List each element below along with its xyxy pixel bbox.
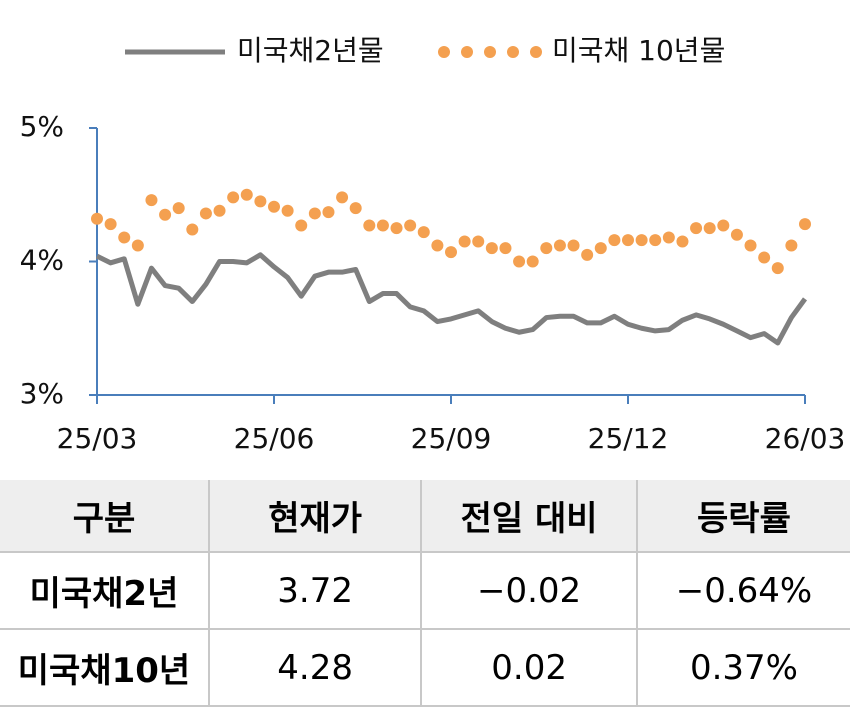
series-dot [690, 222, 703, 235]
series-line [95, 252, 808, 346]
table-cell: 0.37% [635, 628, 850, 707]
series-dot [104, 218, 117, 231]
series-dot [744, 239, 757, 252]
series-dot [186, 223, 199, 236]
series-dot [526, 255, 539, 268]
legend-label: 미국채2년물 [237, 34, 384, 67]
table-cell: 3.72 [207, 551, 422, 629]
series-dot [404, 219, 417, 232]
legend-swatch [507, 46, 519, 58]
series-dot [676, 235, 689, 248]
series-dot [227, 191, 240, 204]
table-cell: −0.64% [635, 551, 850, 629]
series-dot [703, 222, 716, 235]
series-dot [417, 226, 430, 239]
x-tick-label: 26/03 [765, 422, 846, 455]
series-dot [458, 235, 471, 248]
series-dot [145, 194, 158, 207]
x-tick-label: 25/06 [234, 422, 315, 455]
series-dot [581, 248, 594, 261]
series-dot [254, 195, 267, 208]
series-dot [771, 262, 784, 275]
series-dot [159, 208, 172, 221]
y-tick-label: 5% [20, 110, 64, 143]
table-cell: 미국채2년 [0, 551, 209, 629]
series-dot [431, 239, 444, 252]
series-dot [295, 219, 308, 232]
series-dot [635, 234, 648, 247]
series-dot [363, 219, 376, 232]
series-dot [336, 191, 349, 204]
table-row: 미국채2년 3.72 −0.02 −0.64% [0, 551, 850, 629]
series-dot [281, 204, 294, 217]
x-tick-label: 25/09 [411, 422, 492, 455]
series-dot [649, 234, 662, 247]
table-row: 미국채10년 4.28 0.02 0.37% [0, 628, 850, 707]
series-dot [499, 242, 512, 255]
series-dot [213, 204, 226, 217]
series-dot [799, 218, 811, 231]
series-dot [662, 231, 675, 244]
series-dot [594, 242, 607, 255]
series-dot [322, 206, 335, 219]
series-dot [717, 219, 730, 232]
series-dot [472, 235, 485, 248]
legend-label: 미국채 10년물 [552, 34, 725, 67]
series-dot [485, 242, 498, 255]
series-dot [513, 255, 526, 268]
table-cell: −0.02 [420, 551, 637, 629]
series-dot [172, 202, 185, 215]
series-dot [785, 239, 798, 252]
y-tick-label: 3% [20, 377, 64, 410]
series-dot [240, 188, 253, 201]
x-tick-label: 25/12 [588, 422, 669, 455]
chart: 3% 4% 5% 25/03 25/06 25/09 25/12 26/03 미국채2년물 미국채… [20, 34, 846, 455]
legend-swatch [461, 46, 473, 58]
series-dot [445, 246, 457, 259]
series-dot [540, 242, 553, 255]
series-dot [758, 251, 771, 264]
series-dot [376, 219, 389, 232]
table-body: 구분 현재가 전일 대비 등락률 미국채2년 3.72 −0.02 −0.64% 미국채10년 4… [0, 480, 850, 707]
y-tick-label: 4% [20, 244, 64, 277]
table-cell: 현재가 [207, 480, 422, 552]
series-dot [730, 228, 743, 241]
series-dot [91, 212, 103, 225]
series-dot [567, 239, 580, 252]
series-dot [268, 200, 280, 213]
table-cell: 구분 [0, 480, 209, 552]
series-dot [608, 234, 621, 247]
legend-swatch [530, 46, 542, 58]
table-cell: 미국채10년 [0, 628, 209, 707]
table-cell: 0.02 [420, 628, 637, 707]
table-cell: 전일 대비 [420, 480, 637, 552]
legend-swatch [484, 46, 496, 58]
series-dot [131, 239, 144, 252]
series-dot [199, 207, 212, 220]
series-dot [622, 234, 634, 247]
series-dot [308, 207, 321, 220]
table-cell: 등락률 [635, 480, 850, 552]
series-dot [118, 231, 131, 244]
table-cell: 4.28 [207, 628, 422, 707]
legend-swatch [438, 46, 450, 58]
series-dot [553, 239, 566, 252]
x-tick-label: 25/03 [57, 422, 138, 455]
table-row: 구분 현재가 전일 대비 등락률 [0, 480, 850, 552]
series-dot [390, 222, 403, 235]
series-dot [349, 202, 362, 215]
quote-table: 구분 현재가 전일 대비 등락률 미국채2년 3.72 −0.02 −0.64% 미국채10년 4… [0, 480, 850, 707]
